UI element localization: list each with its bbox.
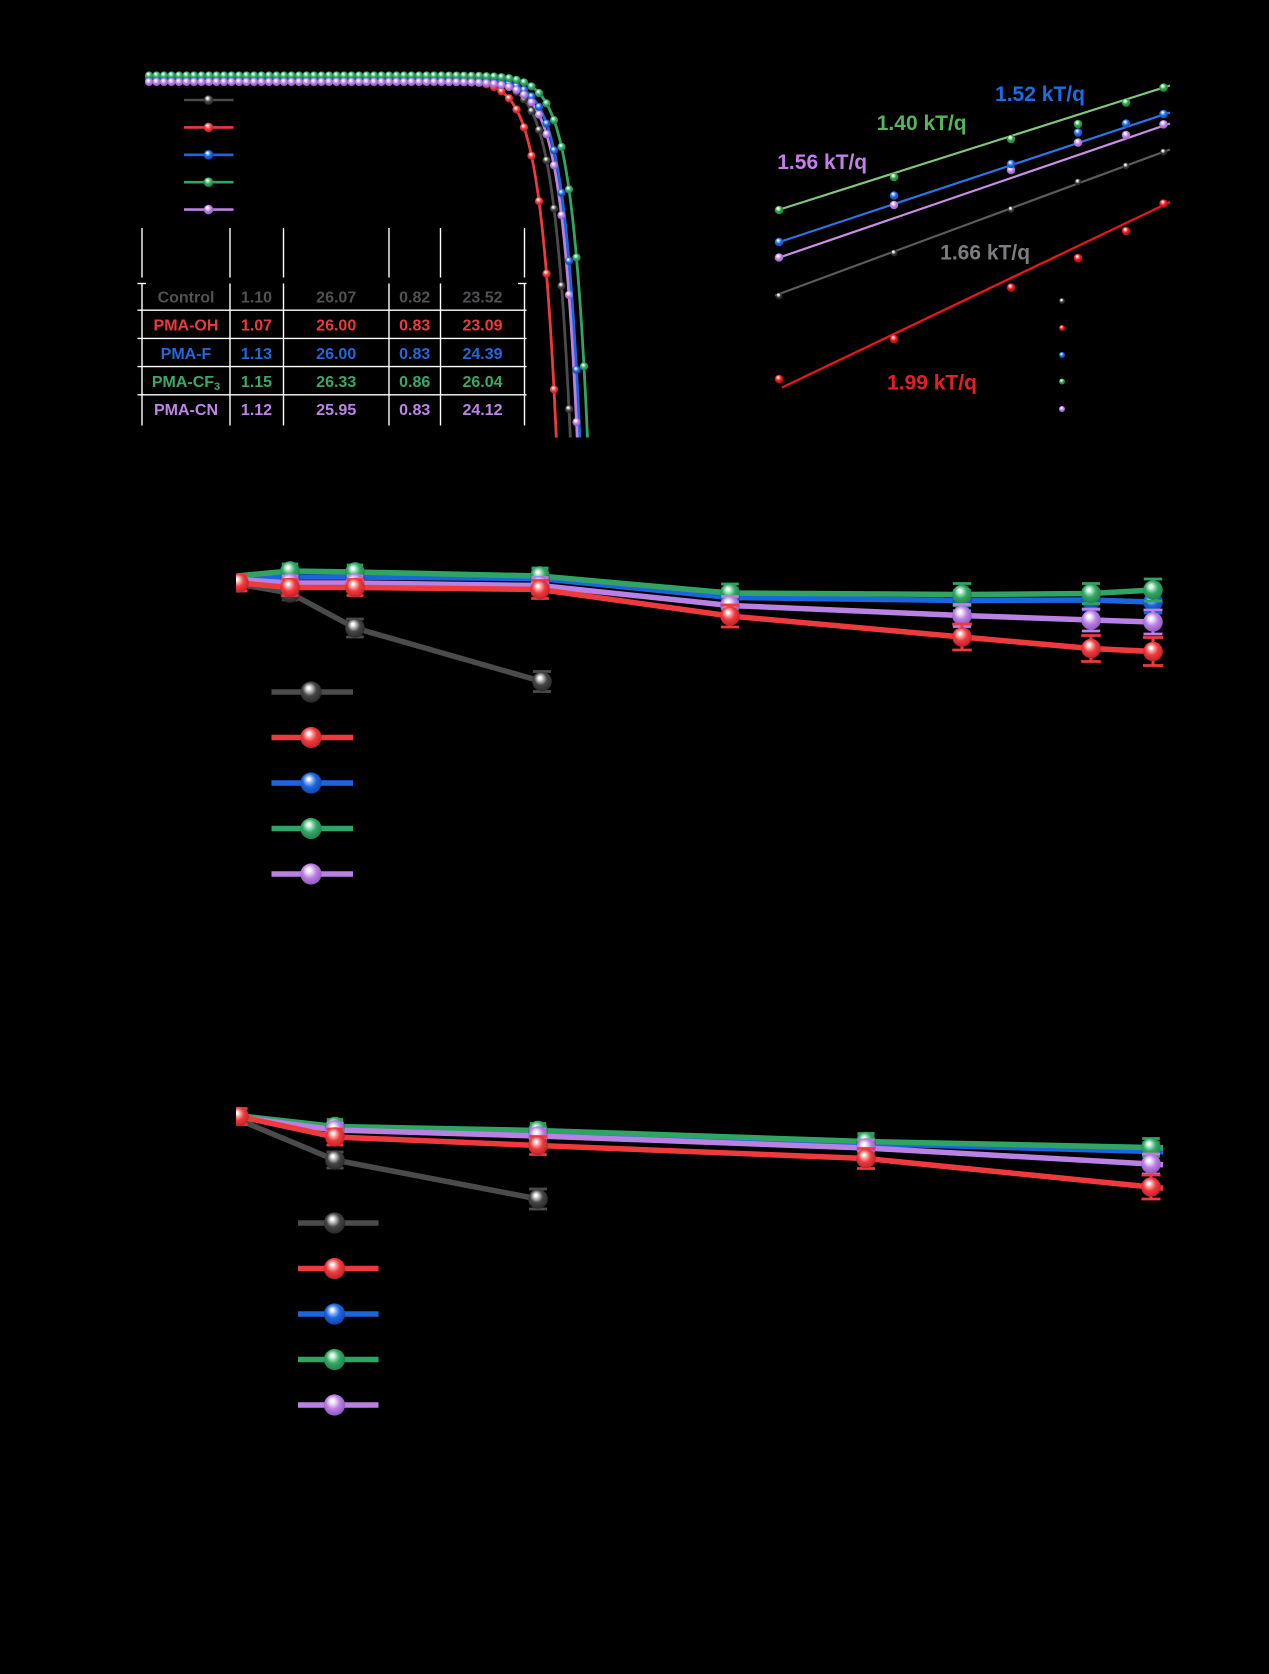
svg-text:PMA-CF3: PMA-CF3 [152, 374, 220, 393]
svg-text:0.86: 0.86 [399, 374, 430, 391]
svg-text:23.52: 23.52 [462, 289, 502, 306]
svg-text:1.52 kT/q: 1.52 kT/q [995, 83, 1085, 106]
svg-text:0.83: 0.83 [399, 402, 430, 419]
svg-text:1.15: 1.15 [241, 374, 272, 391]
svg-text:24.12: 24.12 [462, 402, 502, 419]
svg-text:26.00: 26.00 [316, 318, 356, 335]
svg-text:26.33: 26.33 [316, 374, 356, 391]
svg-text:0.82: 0.82 [399, 289, 430, 306]
svg-text:1.12: 1.12 [241, 402, 272, 419]
svg-text:PMA-CN: PMA-CN [154, 402, 218, 419]
svg-text:23.09: 23.09 [462, 318, 502, 335]
svg-text:1.40 kT/q: 1.40 kT/q [877, 112, 967, 135]
svg-text:26.00: 26.00 [316, 346, 356, 363]
svg-text:0.83: 0.83 [399, 318, 430, 335]
svg-text:PMA-F: PMA-F [161, 346, 212, 363]
svg-text:Control: Control [158, 289, 215, 306]
svg-text:1.10: 1.10 [241, 289, 272, 306]
svg-text:1.07: 1.07 [241, 318, 272, 335]
svg-text:25.95: 25.95 [316, 402, 356, 419]
svg-text:0.83: 0.83 [399, 346, 430, 363]
svg-text:26.07: 26.07 [316, 289, 356, 306]
svg-text:PMA-OH: PMA-OH [154, 318, 219, 335]
svg-text:1.13: 1.13 [241, 346, 272, 363]
svg-text:24.39: 24.39 [462, 346, 502, 363]
svg-text:1.56 kT/q: 1.56 kT/q [777, 151, 867, 174]
svg-text:26.04: 26.04 [462, 374, 502, 391]
svg-text:1.66 kT/q: 1.66 kT/q [940, 241, 1030, 264]
svg-text:1.99 kT/q: 1.99 kT/q [887, 371, 977, 394]
